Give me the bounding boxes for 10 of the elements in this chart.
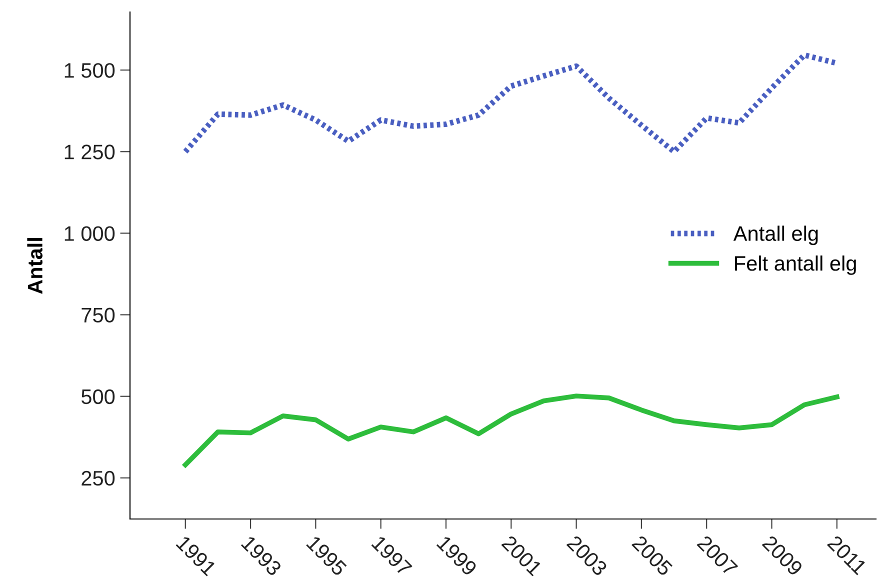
- y-tick-label: 750: [82, 308, 115, 323]
- y-tick-label: 250: [82, 470, 115, 486]
- line-series: [182, 394, 840, 468]
- y-axis-title: Antall: [27, 238, 43, 294]
- y-tick-label: 1 000: [64, 226, 115, 241]
- legend-label: Felt antall elg: [735, 256, 856, 275]
- legend-label: Antall elg: [733, 226, 818, 246]
- y-tick-label: 1 250: [64, 144, 115, 160]
- y-tick-label: 1 500: [64, 63, 115, 78]
- y-tick-label: 500: [81, 389, 115, 404]
